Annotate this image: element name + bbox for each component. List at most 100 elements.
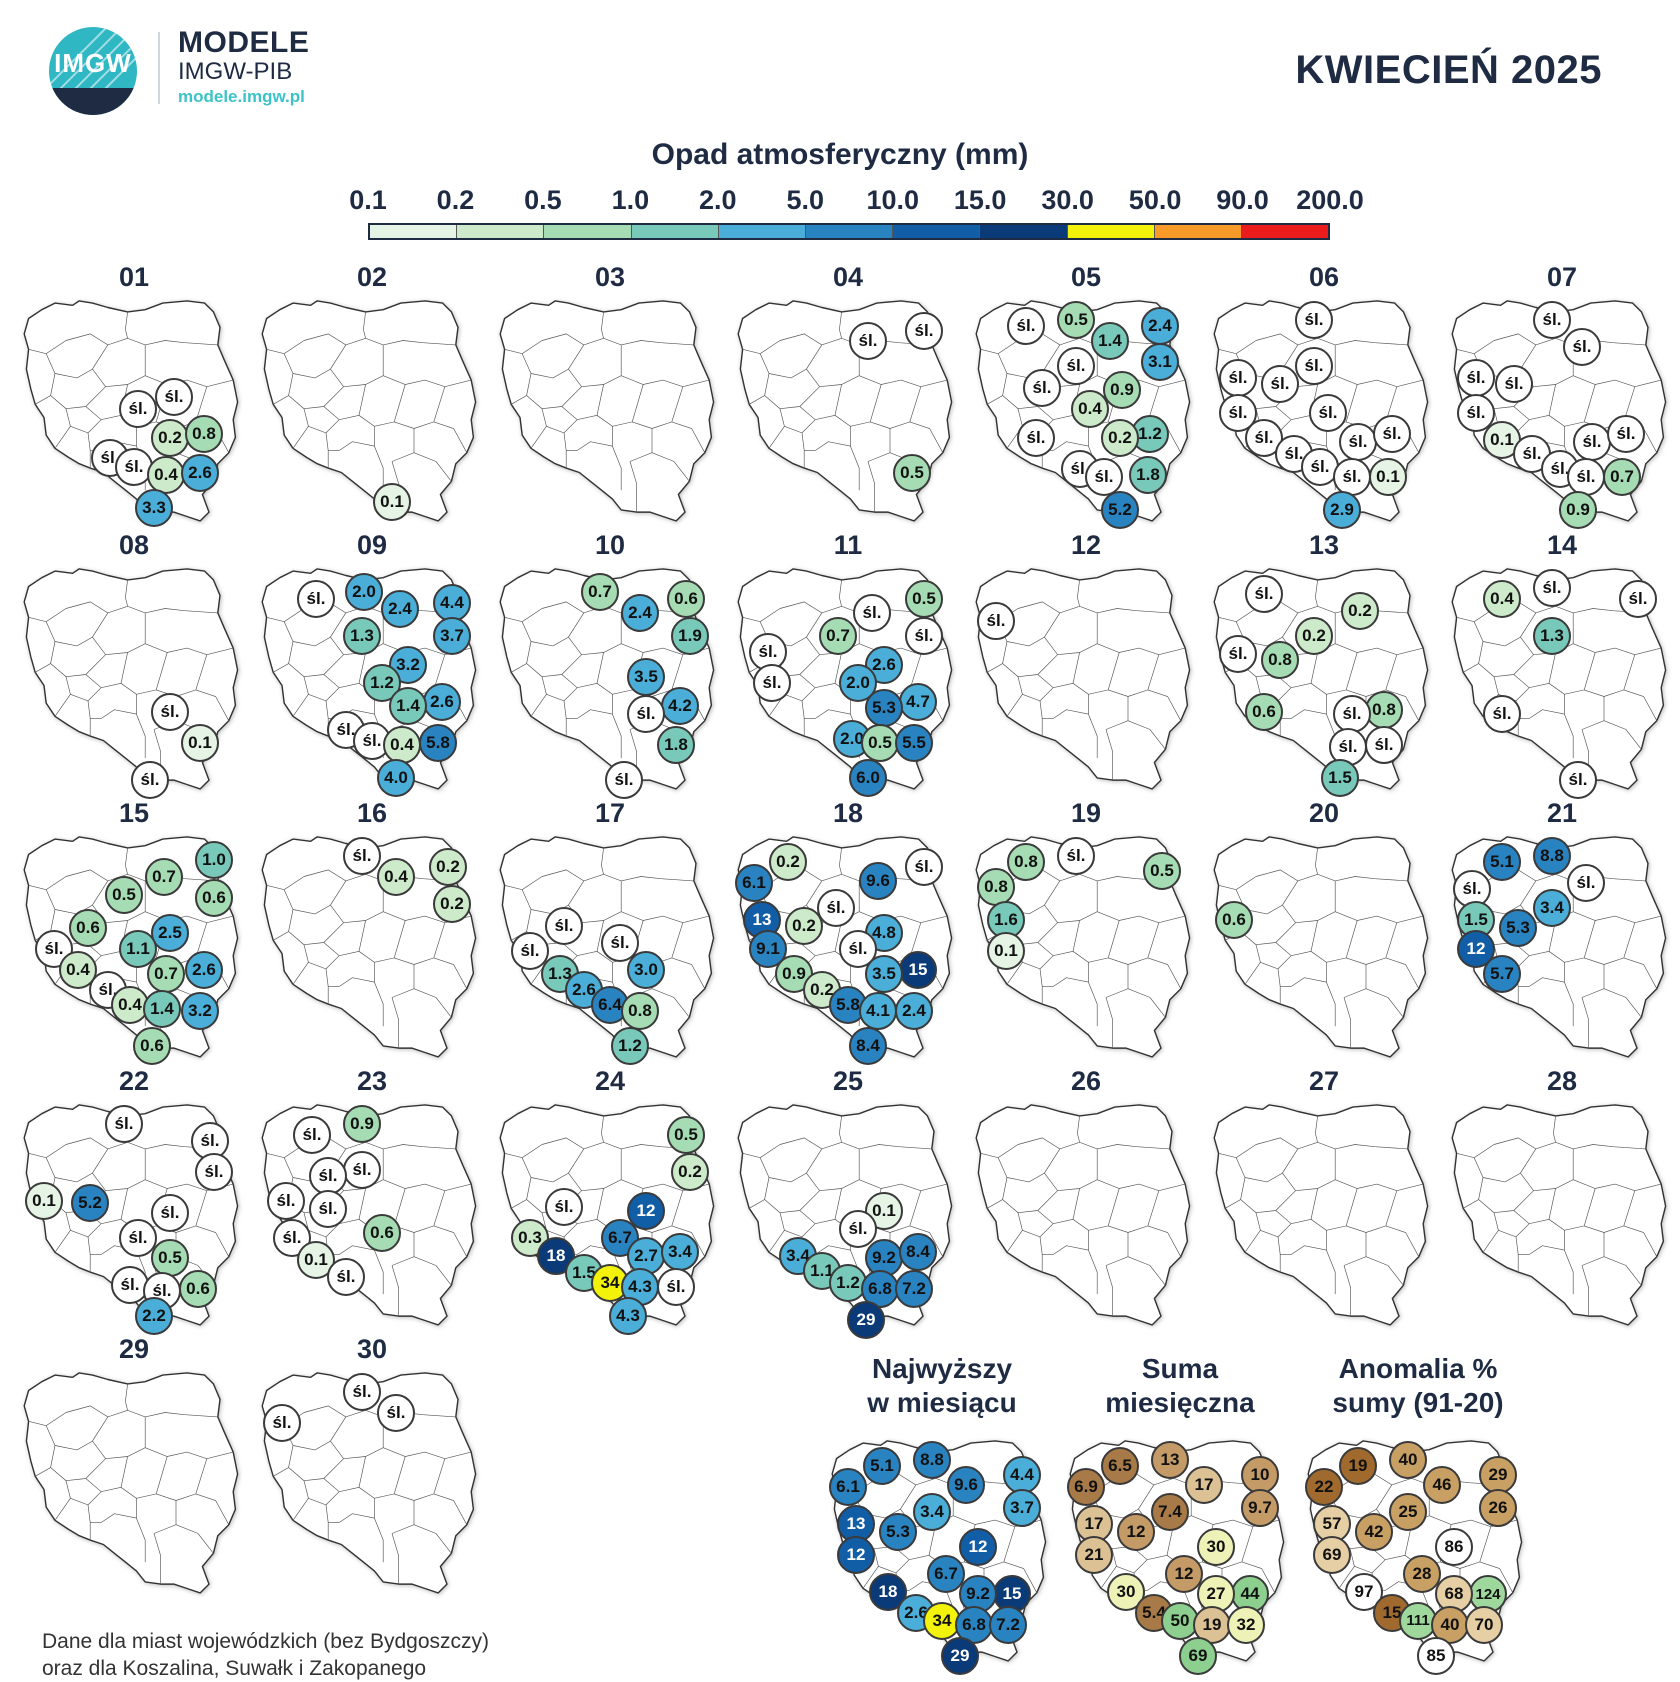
day-station-value: śl.: [131, 760, 169, 799]
day-station-value: śl.: [545, 907, 583, 946]
province-border: [1385, 1225, 1420, 1257]
day-station-value: 0.4: [383, 725, 421, 764]
province-border: [303, 386, 344, 410]
province-border: [339, 962, 375, 987]
day-label: 23: [356, 1066, 388, 1096]
country-outline: [499, 300, 715, 522]
day-station-value: 4.1: [859, 991, 897, 1030]
day-station-value: 0.7: [1603, 457, 1641, 496]
day-station-value: 0.1: [25, 1181, 63, 1220]
day-station-value: 0.8: [1007, 843, 1045, 882]
scale-label: 200.0: [1296, 185, 1364, 215]
day-station-value: śl.: [1017, 418, 1055, 457]
province-border: [1218, 340, 1257, 355]
province-border: [601, 311, 694, 346]
day-station-value: 2.4: [895, 991, 933, 1030]
day-station-value: 8.4: [899, 1233, 937, 1272]
day-label: 16: [356, 798, 388, 828]
day-label: 09: [356, 530, 388, 560]
country-outline: [261, 300, 477, 522]
province-border: [1463, 1157, 1484, 1209]
summary-title: Najwyższy w miesiącu: [867, 1353, 1017, 1418]
province-border: [1584, 1190, 1636, 1233]
province-border: [834, 384, 882, 427]
province-border: [1039, 700, 1043, 737]
province-border: [156, 1458, 208, 1501]
day-station-value: śl.: [1533, 569, 1571, 608]
province-border: [1088, 1249, 1098, 1295]
province-border: [50, 1467, 71, 1521]
province-border: [779, 333, 842, 346]
day-station-value: 2.4: [621, 594, 659, 633]
day-poland-map: [1213, 1104, 1429, 1326]
province-border: [1623, 689, 1658, 721]
province-border: [87, 700, 91, 737]
province-border: [1513, 652, 1556, 689]
day-station-value: śl.: [119, 1218, 157, 1257]
province-border: [1240, 1199, 1261, 1253]
day-label: 26: [1070, 1066, 1102, 1096]
day-label: 01: [118, 262, 150, 292]
day-station-value: śl.: [1619, 579, 1657, 618]
province-border: [266, 1144, 305, 1159]
province-border: [768, 344, 823, 379]
scale-label: 30.0: [1041, 185, 1094, 215]
province-border: [1493, 1137, 1556, 1150]
province-border: [541, 654, 582, 678]
province-border: [1493, 333, 1556, 346]
province-border: [1006, 1148, 1061, 1183]
province-border: [577, 694, 613, 719]
province-border: [120, 652, 168, 695]
scale-label: 0.1: [349, 185, 387, 215]
province-border: [394, 1458, 446, 1501]
province-border: [136, 1517, 146, 1563]
day-station-value: 2.4: [381, 589, 419, 628]
province-border: [1573, 1179, 1662, 1192]
province-border: [1584, 922, 1636, 965]
province-border: [273, 353, 294, 405]
day-station-value: śl.: [1607, 414, 1645, 453]
summary-station-value: 8.8: [913, 1441, 951, 1480]
day-station-value: śl.: [1023, 369, 1061, 408]
day-label: 14: [1546, 530, 1578, 560]
province-border: [125, 311, 218, 346]
day-station-value: 0.8: [185, 414, 223, 453]
summary-station-value: 34: [923, 1601, 961, 1640]
province-border: [1335, 375, 1424, 388]
province-border: [596, 384, 644, 427]
province-border: [413, 1256, 452, 1286]
province-border: [1241, 1561, 1276, 1593]
day-station-value: 3.5: [865, 954, 903, 993]
province-border: [175, 1524, 214, 1554]
day-station-value: 0.6: [179, 1270, 217, 1309]
province-border: [1573, 643, 1662, 656]
province-border: [1097, 911, 1186, 924]
province-border: [374, 445, 384, 491]
province-border: [292, 344, 347, 379]
province-border: [394, 922, 446, 965]
scale-label: 5.0: [786, 185, 825, 215]
day-station-value: 0.4: [1483, 579, 1521, 618]
brand-url[interactable]: modele.imgw.pl: [178, 87, 305, 106]
logo-text: IMGW: [54, 48, 132, 78]
scale-label: 2.0: [699, 185, 737, 215]
day-station-value: 0.5: [861, 723, 899, 762]
day-station-value: śl.: [605, 760, 643, 799]
day-station-value: 0.5: [667, 1115, 705, 1154]
day-station-value: 0.5: [105, 876, 143, 915]
summary-station-value: 69: [1313, 1536, 1351, 1575]
day-label: 19: [1070, 798, 1102, 828]
footnote: Dane dla miast wojewódzkich (bez Bydgosz…: [42, 1628, 489, 1682]
day-station-value: śl.: [1457, 358, 1495, 397]
province-border: [1017, 601, 1080, 614]
summary-station-value: 26: [1479, 1488, 1517, 1527]
province-border: [303, 922, 344, 946]
province-border: [1053, 694, 1089, 719]
province-border: [1072, 920, 1120, 963]
day-station-value: 2.6: [181, 453, 219, 492]
province-border: [909, 421, 944, 453]
province-border: [1365, 1256, 1404, 1286]
day-station-value: śl.: [839, 930, 877, 968]
province-border: [1291, 962, 1327, 987]
day-station-value: 1.4: [1091, 321, 1129, 360]
